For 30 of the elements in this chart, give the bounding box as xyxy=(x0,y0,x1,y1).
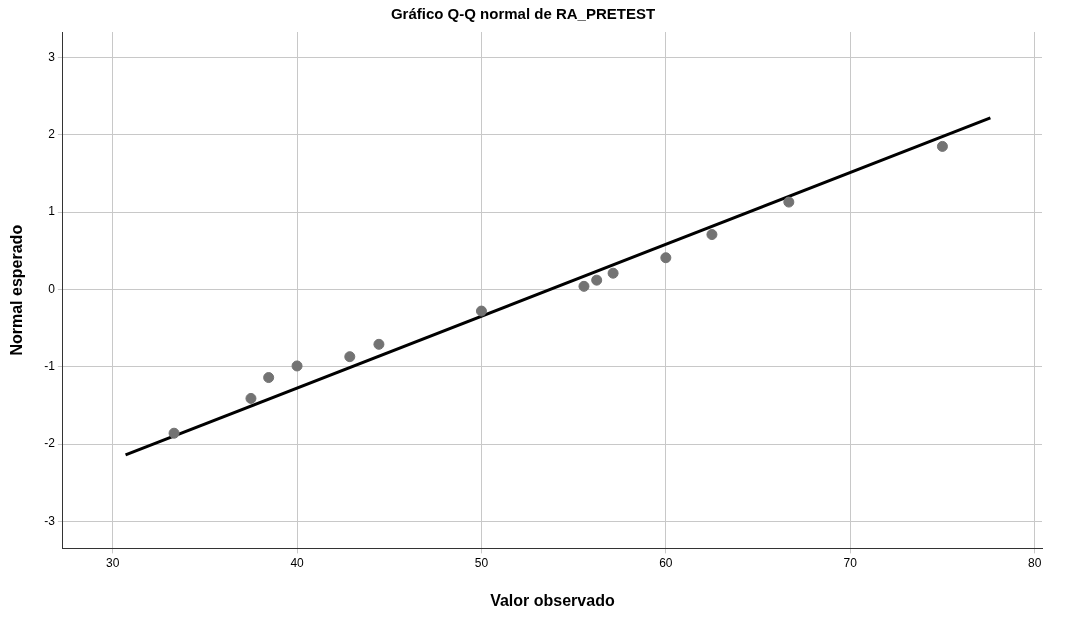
point xyxy=(660,252,672,264)
y-tick-label: 1 xyxy=(48,204,56,219)
y-tick-label: 0 xyxy=(48,281,56,296)
point xyxy=(344,351,356,363)
point xyxy=(373,338,385,350)
y-tick-label: 2 xyxy=(48,127,56,142)
y-tick-label: -1 xyxy=(44,359,56,374)
point xyxy=(783,196,795,208)
y-tick-label: -2 xyxy=(44,436,56,451)
point xyxy=(168,427,180,439)
point xyxy=(475,305,487,317)
x-tick-label: 40 xyxy=(290,555,305,570)
point xyxy=(607,267,619,279)
x-tick-label: 50 xyxy=(474,555,489,570)
point xyxy=(936,140,948,152)
x-tick-label: 80 xyxy=(1027,555,1042,570)
point xyxy=(578,280,590,292)
y-tick-label: 3 xyxy=(48,49,56,64)
x-tick-label: 30 xyxy=(105,555,120,570)
point xyxy=(245,392,257,404)
x-tick-label: 70 xyxy=(843,555,858,570)
x-axis-title: Valor observado xyxy=(490,591,615,609)
point xyxy=(291,360,303,372)
y-axis-title: Normal esperado xyxy=(8,224,26,356)
point xyxy=(263,372,275,384)
y-tick-label: -3 xyxy=(44,513,56,528)
point xyxy=(706,229,718,241)
x-tick-label: 60 xyxy=(659,555,673,570)
point xyxy=(591,274,603,286)
chart-title: Gráfico Q-Q normal de RA_PRETEST xyxy=(390,5,656,23)
